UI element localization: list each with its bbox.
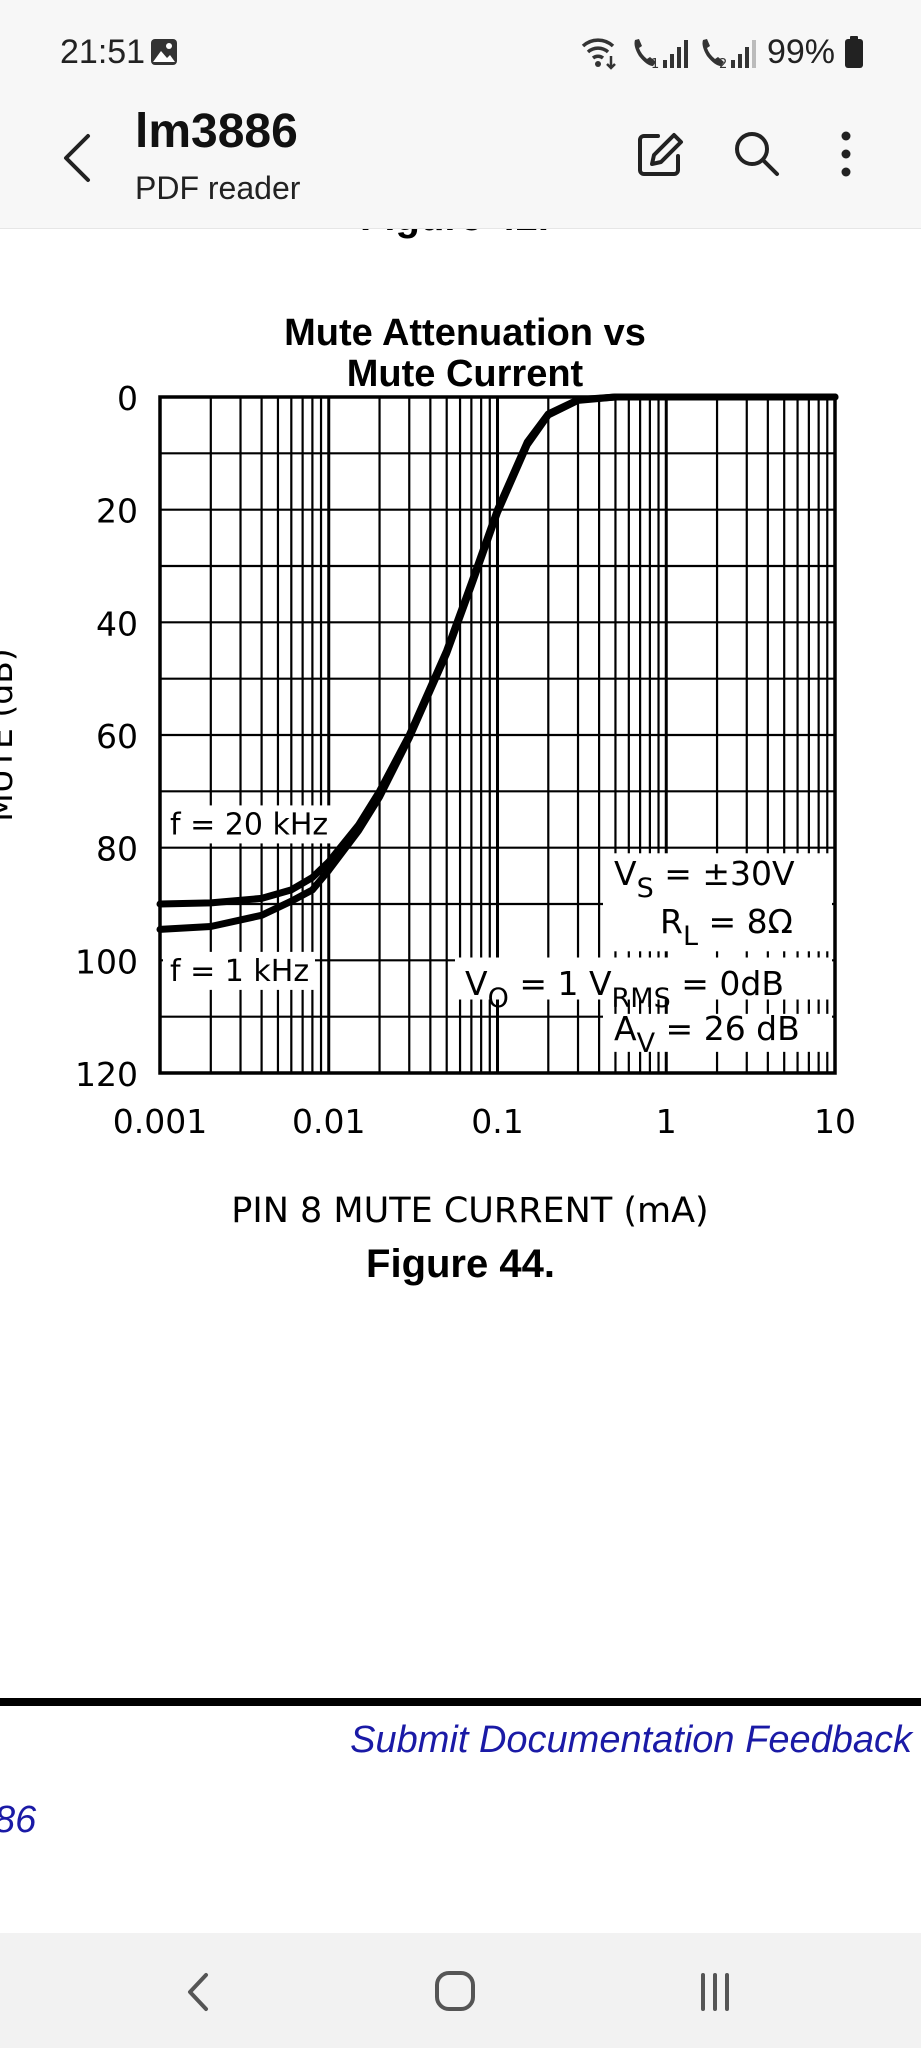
- x-tick-label: 0.1: [471, 1102, 523, 1141]
- document-title: lm3886: [135, 105, 298, 158]
- page-footer-code: 86: [0, 1799, 37, 1841]
- more-icon[interactable]: [816, 124, 876, 184]
- edit-icon[interactable]: [630, 124, 690, 184]
- navigation-bar: [0, 1933, 921, 2048]
- figure-caption: Figure 44.: [366, 1242, 555, 1286]
- chart-title-line2: Mute Current: [347, 353, 584, 395]
- nav-home-icon[interactable]: [425, 1967, 485, 2017]
- plot-border: [158, 395, 837, 1075]
- back-icon[interactable]: [56, 126, 100, 190]
- status-time: 21:51: [60, 33, 146, 71]
- x-axis-label: PIN 8 MUTE CURRENT (mA): [231, 1191, 708, 1231]
- y-tick-label: 80: [96, 830, 138, 869]
- y-tick-label: 0: [117, 379, 138, 418]
- sim2-signal-icon: 2: [702, 39, 756, 70]
- chart-series: [156, 393, 839, 933]
- condition-vo: VO = 1 VRMS = 0dB: [465, 964, 784, 1014]
- y-axis-label: MUTE (dB): [0, 648, 20, 821]
- condition-rl: RL = 8Ω: [660, 902, 793, 952]
- sim1-label: 1: [651, 57, 659, 70]
- series-label-box-20khz: [163, 805, 331, 844]
- series-label-1khz: f = 1 kHz: [170, 954, 309, 989]
- x-tick-label: 1: [656, 1102, 677, 1141]
- status-bar: 21:51 1 2 99%: [0, 0, 921, 104]
- image-icon: [151, 39, 177, 65]
- y-tick-label: 60: [96, 717, 138, 756]
- app-subtitle: PDF reader: [135, 170, 301, 206]
- series-label-box-1khz: [163, 951, 315, 990]
- nav-recents-icon[interactable]: [685, 1967, 745, 2017]
- nav-back-icon[interactable]: [170, 1967, 230, 2017]
- x-tick-label: 10: [814, 1102, 856, 1141]
- search-icon[interactable]: [727, 124, 787, 184]
- page-divider: [0, 1698, 921, 1706]
- series-line-1khz: [156, 393, 839, 933]
- y-tick-label: 100: [75, 942, 138, 981]
- chart-title-line1: Mute Attenuation vs: [284, 312, 646, 354]
- series-label-20khz: f = 20 kHz: [170, 807, 328, 842]
- wifi-call-icon: [581, 38, 616, 70]
- y-tick-label: 120: [75, 1055, 138, 1094]
- condition-vs: VS = ±30V: [614, 854, 795, 904]
- y-tick-label: 40: [96, 604, 138, 643]
- conditions-box-av: [603, 1013, 832, 1052]
- status-indicators: 1 2 99%: [581, 30, 863, 74]
- y-tick-label: 20: [96, 492, 138, 531]
- previous-figure-caption: Figure 42.: [360, 229, 549, 240]
- x-tick-label: 0.01: [292, 1102, 365, 1141]
- sim2-label: 2: [719, 57, 727, 70]
- submit-feedback-link[interactable]: Submit Documentation Feedback: [350, 1719, 912, 1761]
- app-bar: lm3886 PDF reader: [0, 104, 921, 229]
- x-tick-label: 0.001: [113, 1102, 207, 1141]
- conditions-box-upper: [603, 853, 832, 952]
- conditions-box-vo: [455, 957, 832, 1000]
- battery-icon: [845, 36, 863, 68]
- sim1-signal-icon: 1: [634, 39, 688, 70]
- chart-frame: [158, 395, 837, 1075]
- battery-percent: 99%: [766, 32, 835, 71]
- condition-av: AV = 26 dB: [614, 1009, 800, 1059]
